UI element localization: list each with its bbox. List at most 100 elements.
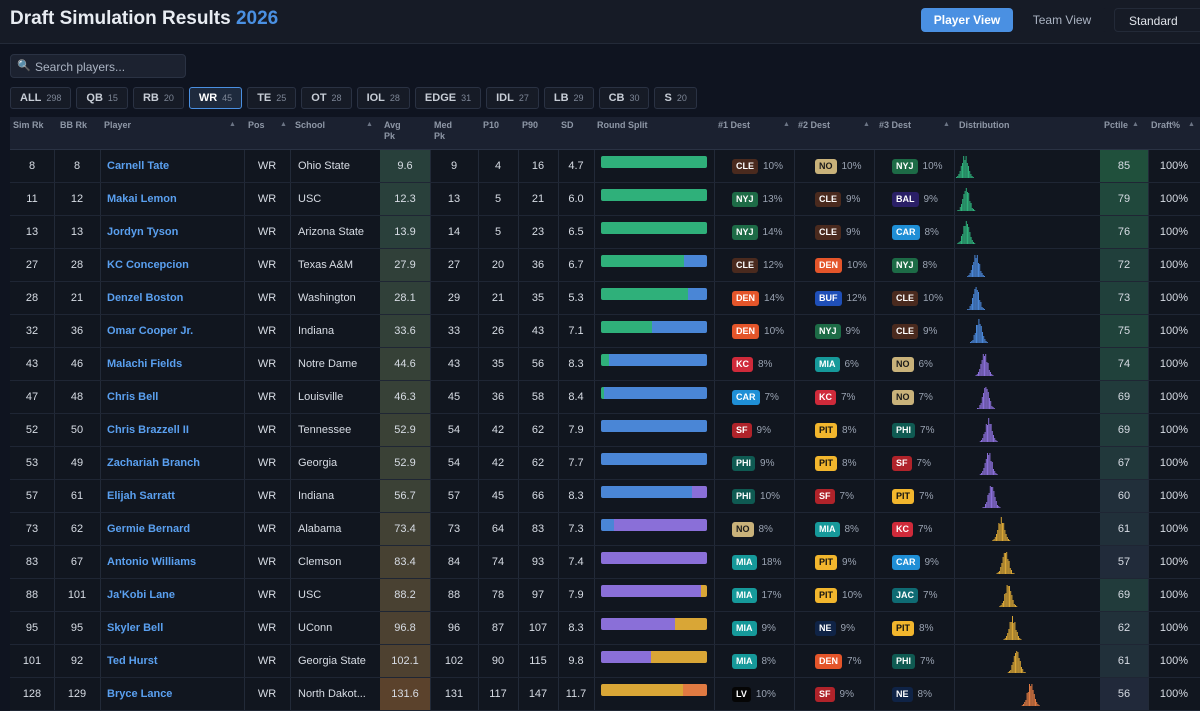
team-badge[interactable]: CLE xyxy=(815,191,841,207)
team-badge[interactable]: KC xyxy=(732,356,753,372)
table-row[interactable]: 83 67 WR 84 74 93 7.4 57 100% 83.4 Antonio William… xyxy=(10,546,1200,579)
col-p90[interactable]: P90 xyxy=(522,120,539,130)
table-row[interactable]: 8 8 WR 9 4 16 4.7 85 100% 9.6 Carnell Tate Ohio Sta… xyxy=(10,150,1200,183)
team-view-button[interactable]: Team View xyxy=(1017,8,1107,32)
player-name[interactable]: Zachariah Branch xyxy=(107,457,200,469)
player-name[interactable]: Denzel Boston xyxy=(107,292,184,304)
team-badge[interactable]: PIT xyxy=(815,422,838,438)
team-badge[interactable]: NE xyxy=(815,620,836,636)
team-badge[interactable]: CLE xyxy=(892,290,918,306)
team-badge[interactable]: CLE xyxy=(732,158,758,174)
team-badge[interactable]: KC xyxy=(892,521,913,537)
team-badge[interactable]: CLE xyxy=(815,224,841,240)
col-distribution[interactable]: Distribution xyxy=(959,120,1010,130)
team-badge[interactable]: MIA xyxy=(732,587,757,603)
table-row[interactable]: 53 49 WR 54 42 62 7.7 67 100% 52.9 Zachariah Branc… xyxy=(10,447,1200,480)
col-player[interactable]: Player xyxy=(104,120,132,130)
team-badge[interactable]: PIT xyxy=(892,620,915,636)
player-name[interactable]: Makai Lemon xyxy=(107,193,177,205)
filter-s[interactable]: S 20 xyxy=(654,87,697,109)
filter-lb[interactable]: LB 29 xyxy=(543,87,594,109)
col-pctile[interactable]: Pctile xyxy=(1104,120,1129,130)
team-badge[interactable]: SF xyxy=(815,686,835,702)
player-name[interactable]: Chris Bell xyxy=(107,391,159,403)
player-name[interactable]: Ted Hurst xyxy=(107,655,158,667)
table-row[interactable]: 52 50 WR 54 42 62 7.9 69 100% 52.9 Chris Brazzell … xyxy=(10,414,1200,447)
team-badge[interactable]: CAR xyxy=(892,554,920,570)
col-avg-pk[interactable]: Avg Pk xyxy=(384,120,401,141)
col-pos[interactable]: Pos xyxy=(248,120,265,130)
team-badge[interactable]: PIT xyxy=(815,554,838,570)
player-name[interactable]: Carnell Tate xyxy=(107,160,170,172)
table-row[interactable]: 47 48 WR 45 36 58 8.4 69 100% 46.3 Chris Bell Louis… xyxy=(10,381,1200,414)
col-draft-pct[interactable]: Draft% xyxy=(1151,120,1181,130)
team-badge[interactable]: CLE xyxy=(892,323,918,339)
table-row[interactable]: 27 28 WR 27 20 36 6.7 72 100% 27.9 KC Concepcion Te… xyxy=(10,249,1200,282)
filter-iol[interactable]: IOL 28 xyxy=(356,87,410,109)
team-badge[interactable]: CAR xyxy=(732,389,760,405)
table-row[interactable]: 95 95 WR 96 87 107 8.3 62 100% 96.8 Skyler Bell UCo… xyxy=(10,612,1200,645)
player-name[interactable]: Bryce Lance xyxy=(107,688,173,700)
col-sd[interactable]: SD xyxy=(561,120,574,130)
col-dest3[interactable]: #3 Dest xyxy=(879,120,912,130)
filter-all[interactable]: ALL 298 xyxy=(10,87,72,109)
filter-rb[interactable]: RB 20 xyxy=(132,87,184,109)
team-badge[interactable]: SF xyxy=(732,422,752,438)
table-row[interactable]: 57 61 WR 57 45 66 8.3 60 100% 56.7 Elijah Sarratt I… xyxy=(10,480,1200,513)
player-name[interactable]: Germie Bernard xyxy=(107,523,191,535)
team-badge[interactable]: PIT xyxy=(815,455,838,471)
team-badge[interactable]: DEN xyxy=(732,323,760,339)
col-sim-rk[interactable]: Sim Rk xyxy=(13,120,44,130)
team-badge[interactable]: PHI xyxy=(732,488,756,504)
col-round-split[interactable]: Round Split xyxy=(597,120,648,130)
player-name[interactable]: Jordyn Tyson xyxy=(107,226,179,238)
table-row[interactable]: 32 36 WR 33 26 43 7.1 75 100% 33.6 Omar Cooper Jr.… xyxy=(10,315,1200,348)
team-badge[interactable]: BUF xyxy=(815,290,842,306)
team-badge[interactable]: NYJ xyxy=(732,224,758,240)
team-badge[interactable]: DEN xyxy=(732,290,760,306)
team-badge[interactable]: LV xyxy=(732,686,751,702)
player-name[interactable]: Antonio Williams xyxy=(107,556,197,568)
team-badge[interactable]: KC xyxy=(815,389,836,405)
team-badge[interactable]: MIA xyxy=(732,554,757,570)
team-badge[interactable]: PHI xyxy=(892,653,916,669)
sort-icon[interactable]: ▲ xyxy=(863,121,870,128)
table-row[interactable]: 73 62 WR 73 64 83 7.3 61 100% 73.4 Germie Bernard A… xyxy=(10,513,1200,546)
player-name[interactable]: Skyler Bell xyxy=(107,622,164,634)
filter-wr[interactable]: WR 45 xyxy=(188,87,243,109)
team-badge[interactable]: MIA xyxy=(732,653,757,669)
col-p10[interactable]: P10 xyxy=(483,120,500,130)
sort-icon[interactable]: ▲ xyxy=(366,121,373,128)
player-name[interactable]: Omar Cooper Jr. xyxy=(107,325,194,337)
player-name[interactable]: Ja'Kobi Lane xyxy=(107,589,176,601)
team-badge[interactable]: NYJ xyxy=(892,257,918,273)
col-med-pk[interactable]: Med Pk xyxy=(434,120,452,141)
col-school[interactable]: School xyxy=(295,120,326,130)
team-badge[interactable]: SF xyxy=(815,488,835,504)
table-row[interactable]: 43 46 WR 43 35 56 8.3 74 100% 44.6 Malachi Fields N… xyxy=(10,348,1200,381)
team-badge[interactable]: MIA xyxy=(815,521,840,537)
team-badge[interactable]: NO xyxy=(892,356,914,372)
team-badge[interactable]: PIT xyxy=(892,488,915,504)
col-dest2[interactable]: #2 Dest xyxy=(798,120,831,130)
team-badge[interactable]: NYJ xyxy=(892,158,918,174)
table-row[interactable]: 13 13 WR 14 5 23 6.5 76 100% 13.9 Jordyn Tyson Ariz… xyxy=(10,216,1200,249)
col-dest1[interactable]: #1 Dest xyxy=(718,120,751,130)
team-badge[interactable]: PIT xyxy=(815,587,838,603)
col-bb-rk[interactable]: BB Rk xyxy=(60,120,88,130)
team-badge[interactable]: JAC xyxy=(892,587,919,603)
team-badge[interactable]: NE xyxy=(892,686,913,702)
sort-icon[interactable]: ▲ xyxy=(783,121,790,128)
team-badge[interactable]: PHI xyxy=(892,422,916,438)
player-name[interactable]: Chris Brazzell II xyxy=(107,424,189,436)
table-row[interactable]: 88 101 WR 88 78 97 7.9 69 100% 88.2 Ja'Kobi Lane US… xyxy=(10,579,1200,612)
team-badge[interactable]: NYJ xyxy=(815,323,841,339)
table-row[interactable]: 11 12 WR 13 5 21 6.0 79 100% 12.3 Makai Lemon USC NY… xyxy=(10,183,1200,216)
filter-cb[interactable]: CB 30 xyxy=(598,87,650,109)
sort-icon[interactable]: ▲ xyxy=(943,121,950,128)
team-badge[interactable]: SF xyxy=(892,455,912,471)
team-badge[interactable]: MIA xyxy=(815,356,840,372)
team-badge[interactable]: CLE xyxy=(732,257,758,273)
team-badge[interactable]: BAL xyxy=(892,191,919,207)
search-input[interactable]: 🔍 Search players... xyxy=(10,54,186,78)
